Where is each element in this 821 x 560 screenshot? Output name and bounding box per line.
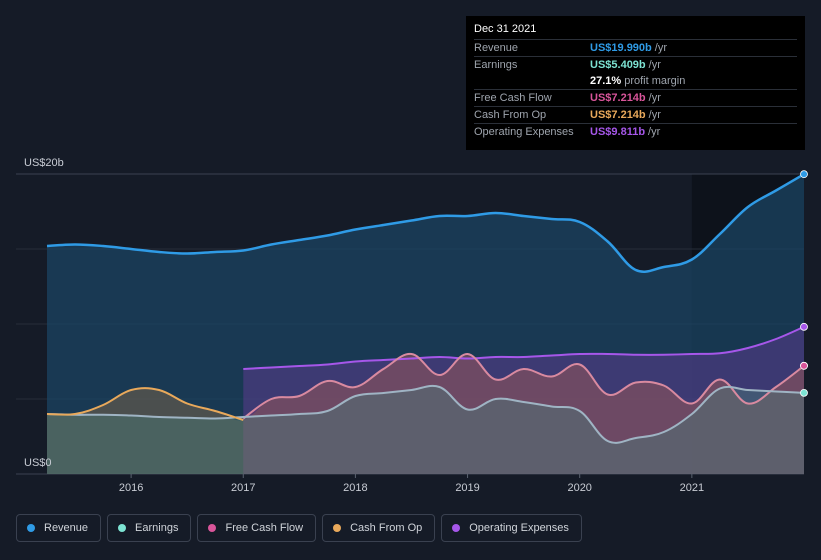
tooltip-unit: /yr: [648, 126, 661, 138]
legend-item-operating-expenses[interactable]: Operating Expenses: [441, 514, 582, 542]
tooltip-unit: /yr: [654, 42, 667, 54]
tooltip-unit: /yr: [648, 59, 661, 71]
line-operating-expenses: [243, 325, 805, 370]
legend-dot-icon: [452, 524, 461, 532]
tooltip-value: 27.1%: [590, 75, 622, 87]
x-tick-label: 2021: [680, 482, 704, 494]
legend-item-cash-from-op[interactable]: Cash From Op: [322, 514, 436, 542]
legend-label: Cash From Op: [350, 522, 423, 534]
tooltip-row: Free Cash Flow US$7.214b/yr: [474, 89, 797, 106]
tooltip-label: Earnings: [474, 59, 518, 71]
x-tick-label: 2016: [119, 482, 143, 494]
legend-label: Operating Expenses: [469, 522, 569, 534]
line-revenue: [46, 173, 805, 273]
tooltip-value: US$7.214b: [590, 109, 646, 121]
legend-label: Free Cash Flow: [225, 522, 304, 534]
y-tick-label: US$0: [24, 457, 52, 469]
x-tick-label: 2017: [231, 482, 255, 494]
tooltip-value: US$7.214b: [590, 92, 646, 104]
legend-dot-icon: [27, 524, 35, 532]
y-tick-label: US$20b: [24, 157, 64, 169]
tooltip-unit: /yr: [648, 92, 661, 104]
tooltip-unit: profit margin: [624, 75, 686, 87]
tooltip-label: Cash From Op: [474, 109, 547, 121]
tooltip-value: US$9.811b: [590, 126, 646, 138]
tooltip: Dec 31 2021 Revenue US$19.990b/yr Earnings…: [466, 16, 805, 150]
line-earnings: [46, 384, 805, 444]
tooltip-label: Operating Expenses: [474, 126, 574, 138]
area-free-cash-flow: [243, 353, 805, 474]
tooltip-row: Operating Expenses US$9.811b/yr: [474, 123, 797, 140]
legend-item-free-cash-flow[interactable]: Free Cash Flow: [197, 514, 317, 542]
area-operating-expenses: [243, 326, 805, 474]
legend-item-revenue[interactable]: Revenue: [16, 514, 102, 542]
tooltip-value: US$5.409b: [590, 59, 646, 71]
x-tick-label: 2018: [343, 482, 367, 494]
legend-dot-icon: [333, 524, 342, 532]
tooltip-value: US$19.990b: [590, 42, 652, 54]
legend-dot-icon: [208, 524, 217, 532]
tooltip-unit: /yr: [648, 109, 661, 121]
chart: US$20b US$0 2016 2017 2018 2019 2020 2021: [16, 157, 808, 494]
point-earnings: [800, 388, 808, 397]
line-free-cash-flow: [242, 352, 805, 420]
tooltip-date: Dec 31 2021: [474, 23, 537, 35]
tooltip-row: Earnings US$5.409b/yr: [474, 56, 797, 73]
line-cash-from-op-early: [46, 387, 244, 421]
point-revenue: [800, 170, 808, 179]
area-cash-from-op: [47, 353, 804, 474]
tooltip-label: Free Cash Flow: [474, 92, 552, 104]
legend-dot-icon: [118, 524, 127, 532]
tooltip-row: 27.1% profit margin: [474, 73, 797, 89]
legend-item-earnings[interactable]: Earnings: [107, 514, 192, 542]
tooltip-row: Revenue US$19.990b/yr: [474, 39, 797, 56]
legend-label: Revenue: [44, 522, 89, 534]
tooltip-label: [474, 73, 590, 89]
legend: Revenue Earnings Free Cash Flow Cash From O…: [16, 514, 582, 542]
point-operating-expenses: [800, 322, 808, 331]
tooltip-label: Revenue: [474, 42, 519, 54]
tooltip-rows: Revenue US$19.990b/yr Earnings US$5.409b/yr…: [474, 39, 797, 140]
x-tick-label: 2020: [567, 482, 591, 494]
area-earnings: [47, 385, 804, 474]
legend-label: Earnings: [135, 522, 179, 534]
x-tick-label: 2019: [455, 482, 479, 494]
point-free-cash-flow: [800, 361, 808, 370]
tooltip-row: Cash From Op US$7.214b/yr: [474, 106, 797, 123]
